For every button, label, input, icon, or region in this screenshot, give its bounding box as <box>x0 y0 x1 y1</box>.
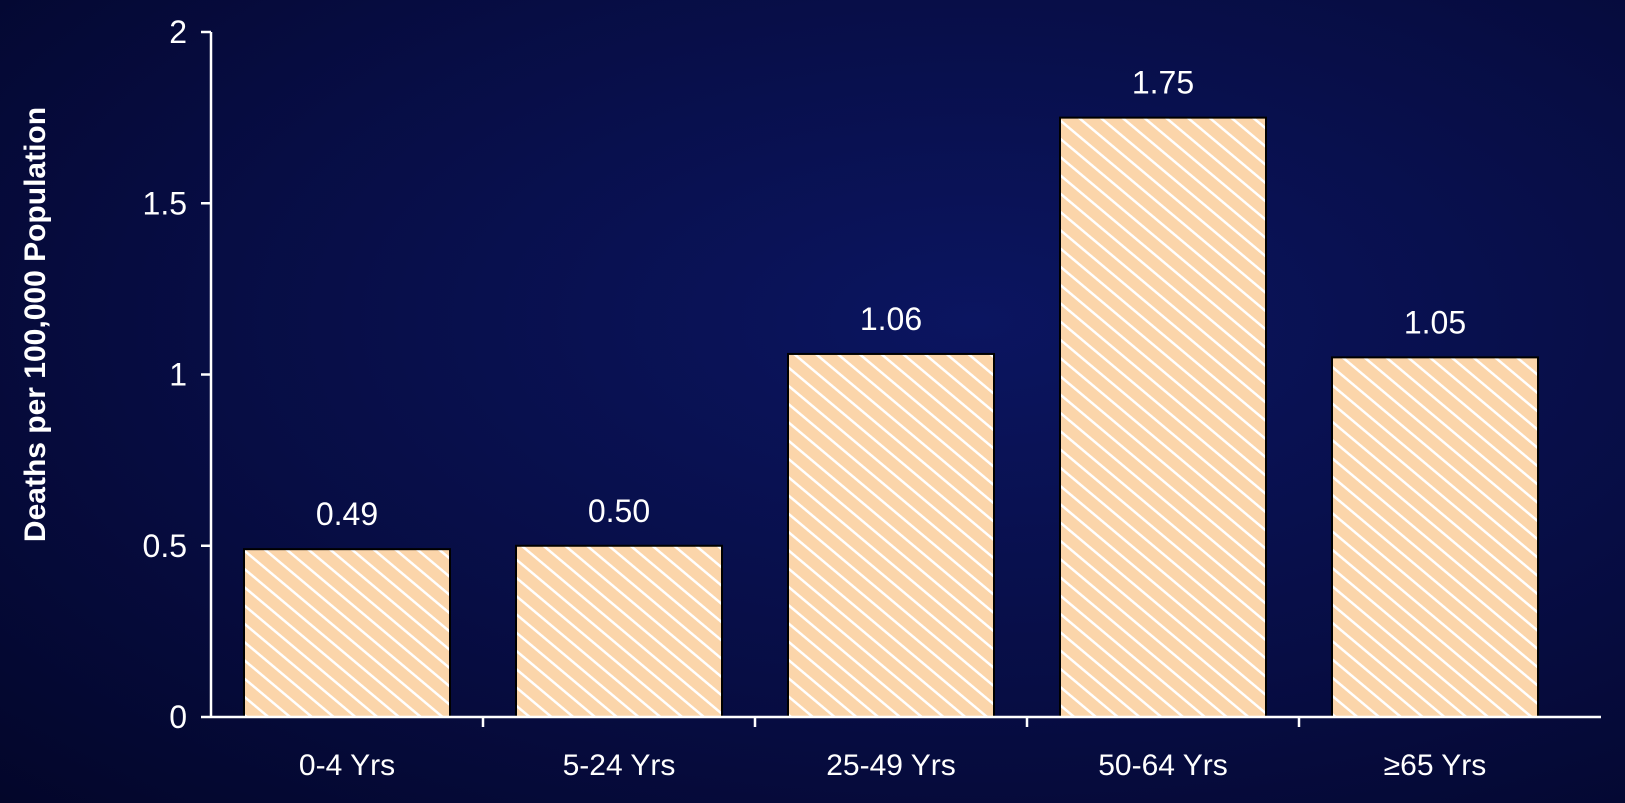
y-tick-label-2: 0.5 <box>143 528 187 564</box>
bar-value-label-3: 1.06 <box>860 301 922 337</box>
x-tick-label-4: 50-64 Yrs <box>1098 749 1228 782</box>
bar-4 <box>1059 116 1267 718</box>
bar-3 <box>787 352 995 718</box>
bar-value-label-2: 0.50 <box>588 493 650 529</box>
bar-2 <box>515 544 723 718</box>
x-tick-label-2: 5-24 Yrs <box>563 749 676 782</box>
bar-value-label-4: 1.75 <box>1132 65 1194 101</box>
y-tick-label-4: 1.5 <box>143 185 187 221</box>
y-axis-label: Deaths per 100,000 Population <box>19 107 52 542</box>
y-tick-label-5: 2 <box>169 14 187 50</box>
bar-value-label-1: 0.49 <box>316 496 378 532</box>
axes-group <box>201 30 1601 727</box>
x-tick-label-5: ≥65 Yrs <box>1384 749 1487 782</box>
bars-group <box>243 116 1539 718</box>
x-tick-label-3: 25-49 Yrs <box>826 749 956 782</box>
bar-5 <box>1331 356 1539 718</box>
y-tick-label-3: 1 <box>169 357 187 393</box>
x-tick-label-1: 0-4 Yrs <box>299 749 395 782</box>
y-tick-label-1: 0 <box>169 699 187 735</box>
bar-value-label-5: 1.05 <box>1404 304 1466 340</box>
bar-1 <box>243 548 451 718</box>
